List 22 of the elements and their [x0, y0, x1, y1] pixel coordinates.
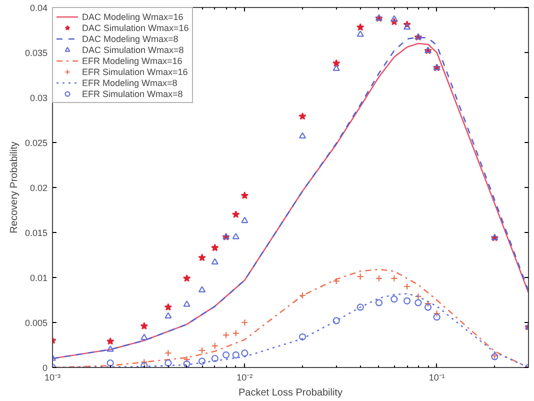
x-axis-title: Packet Loss Probability: [238, 388, 342, 398]
y-tick-label: 0.04: [30, 3, 48, 13]
x-tick-label: 10⁻²: [236, 372, 253, 382]
x-tick-label: 10⁻³: [44, 372, 61, 382]
legend-label: EFR Simulation Wmax=8: [82, 88, 183, 99]
legend-label: EFR Modeling Wmax=8: [82, 77, 178, 88]
x-tick-label: 10⁻¹: [428, 372, 445, 382]
y-tick-label: 0.01: [30, 273, 48, 283]
y-tick-label: 0.015: [24, 228, 48, 238]
legend-label: DAC Simulation Wmax=8: [82, 44, 184, 55]
legend-label: DAC Modeling Wmax=8: [82, 33, 178, 44]
legend-label: DAC Simulation Wmax=16: [82, 22, 189, 33]
y-tick-label: 0.025: [24, 138, 48, 148]
y-tick-label: 0.03: [30, 93, 48, 103]
y-tick-label: 0.035: [24, 48, 48, 58]
legend-label: EFR Simulation Wmax=16: [82, 66, 188, 77]
y-axis-title: Recovery Probability: [8, 142, 20, 234]
y-tick-label: 0: [42, 363, 48, 373]
legend-label: DAC Modeling Wmax=16: [82, 11, 184, 22]
legend-label: EFR Modeling Wmax=16: [82, 55, 182, 66]
y-tick-label: 0.005: [24, 318, 48, 328]
y-tick-label: 0.02: [30, 183, 48, 193]
